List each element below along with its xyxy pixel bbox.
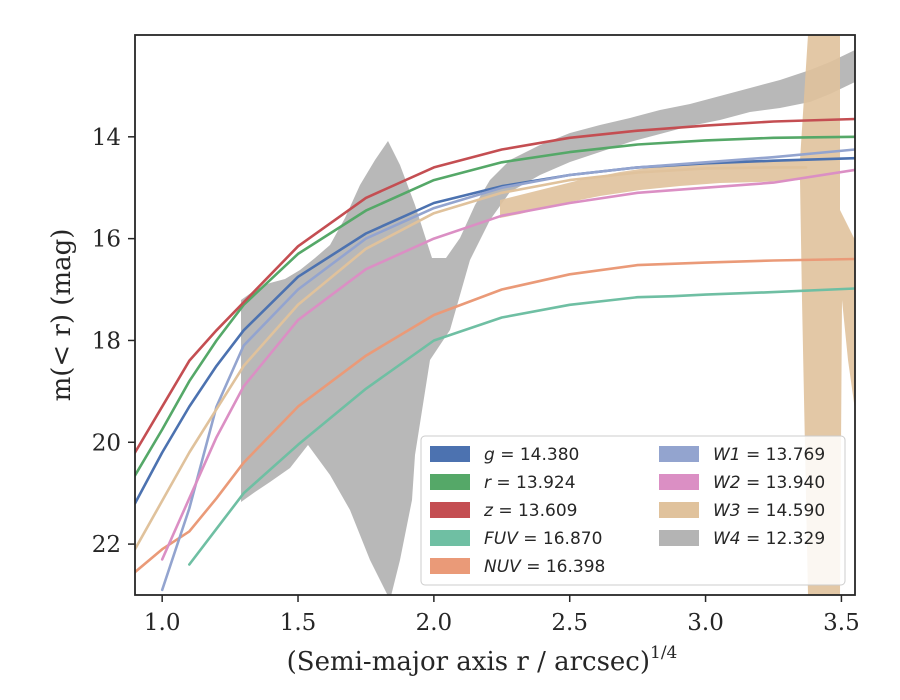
x-tick-label: 3.0 bbox=[687, 610, 724, 636]
x-tick-label: 2.5 bbox=[551, 610, 588, 636]
series-line-nuv bbox=[135, 257, 855, 574]
legend-label-w2: W2 = 13.940 bbox=[713, 473, 825, 493]
y-tick-label: 16 bbox=[92, 227, 121, 253]
legend-swatch-z bbox=[430, 502, 470, 518]
series-line-fuv bbox=[188, 287, 855, 566]
series-line-z bbox=[135, 117, 855, 454]
legend-label-w1: W1 = 13.769 bbox=[713, 445, 825, 465]
legend-frame bbox=[420, 435, 846, 586]
legend-label-r: r = 13.924 bbox=[484, 473, 576, 493]
series-line-w1 bbox=[160, 148, 855, 592]
axes-frame bbox=[134, 34, 856, 596]
series-lines bbox=[135, 117, 855, 592]
x-tick-label: 3.5 bbox=[823, 610, 860, 636]
y-tick-label: 22 bbox=[92, 532, 121, 558]
legend-swatch-fuv bbox=[430, 530, 470, 546]
legend-label-nuv: NUV = 16.398 bbox=[484, 557, 605, 577]
series-line-w2 bbox=[160, 168, 855, 561]
y-axis-label: m(< r) (mag) bbox=[47, 229, 77, 402]
x-axis-label-main: (Semi-major axis r / arcsec) bbox=[287, 647, 650, 677]
x-tick-label: 1.5 bbox=[280, 610, 317, 636]
legend-swatch-g bbox=[430, 446, 470, 462]
legend-label-z: z = 13.609 bbox=[483, 501, 577, 521]
legend-swatch-w1 bbox=[659, 446, 699, 462]
x-axis-label-exponent: 1/4 bbox=[650, 643, 677, 663]
x-tick-label: 2.0 bbox=[416, 610, 453, 636]
legend-swatch-r bbox=[430, 474, 470, 490]
legend-label-w4: W4 = 12.329 bbox=[713, 529, 825, 549]
legend-label-fuv: FUV = 16.870 bbox=[484, 529, 602, 549]
legend-swatch-nuv bbox=[430, 558, 470, 574]
legend-label-g: g = 14.380 bbox=[484, 445, 579, 465]
legend-swatch-w3 bbox=[659, 502, 699, 518]
y-tick-label: 14 bbox=[92, 125, 121, 151]
y-tick-label: 20 bbox=[92, 430, 121, 456]
legend-swatch-w2 bbox=[659, 474, 699, 490]
series-line-w3 bbox=[135, 166, 808, 551]
y-tick-label: 18 bbox=[92, 328, 121, 354]
plot-area bbox=[135, 35, 855, 595]
series-line-r bbox=[135, 135, 855, 477]
w3-band bbox=[500, 35, 855, 595]
x-axis-label: (Semi-major axis r / arcsec)1/4 bbox=[287, 643, 678, 677]
legend: g = 14.380 r = 13.924 z = 13.609 FUV = 16.8… bbox=[420, 435, 846, 586]
legend-swatch-w4 bbox=[659, 530, 699, 546]
x-tick-label: 1.0 bbox=[144, 610, 181, 636]
legend-label-w3: W3 = 14.590 bbox=[713, 501, 825, 521]
axis-ticks: 1.0 1.5 2.0 2.5 3.0 3.5 14 16 18 20 22 bbox=[92, 125, 860, 636]
